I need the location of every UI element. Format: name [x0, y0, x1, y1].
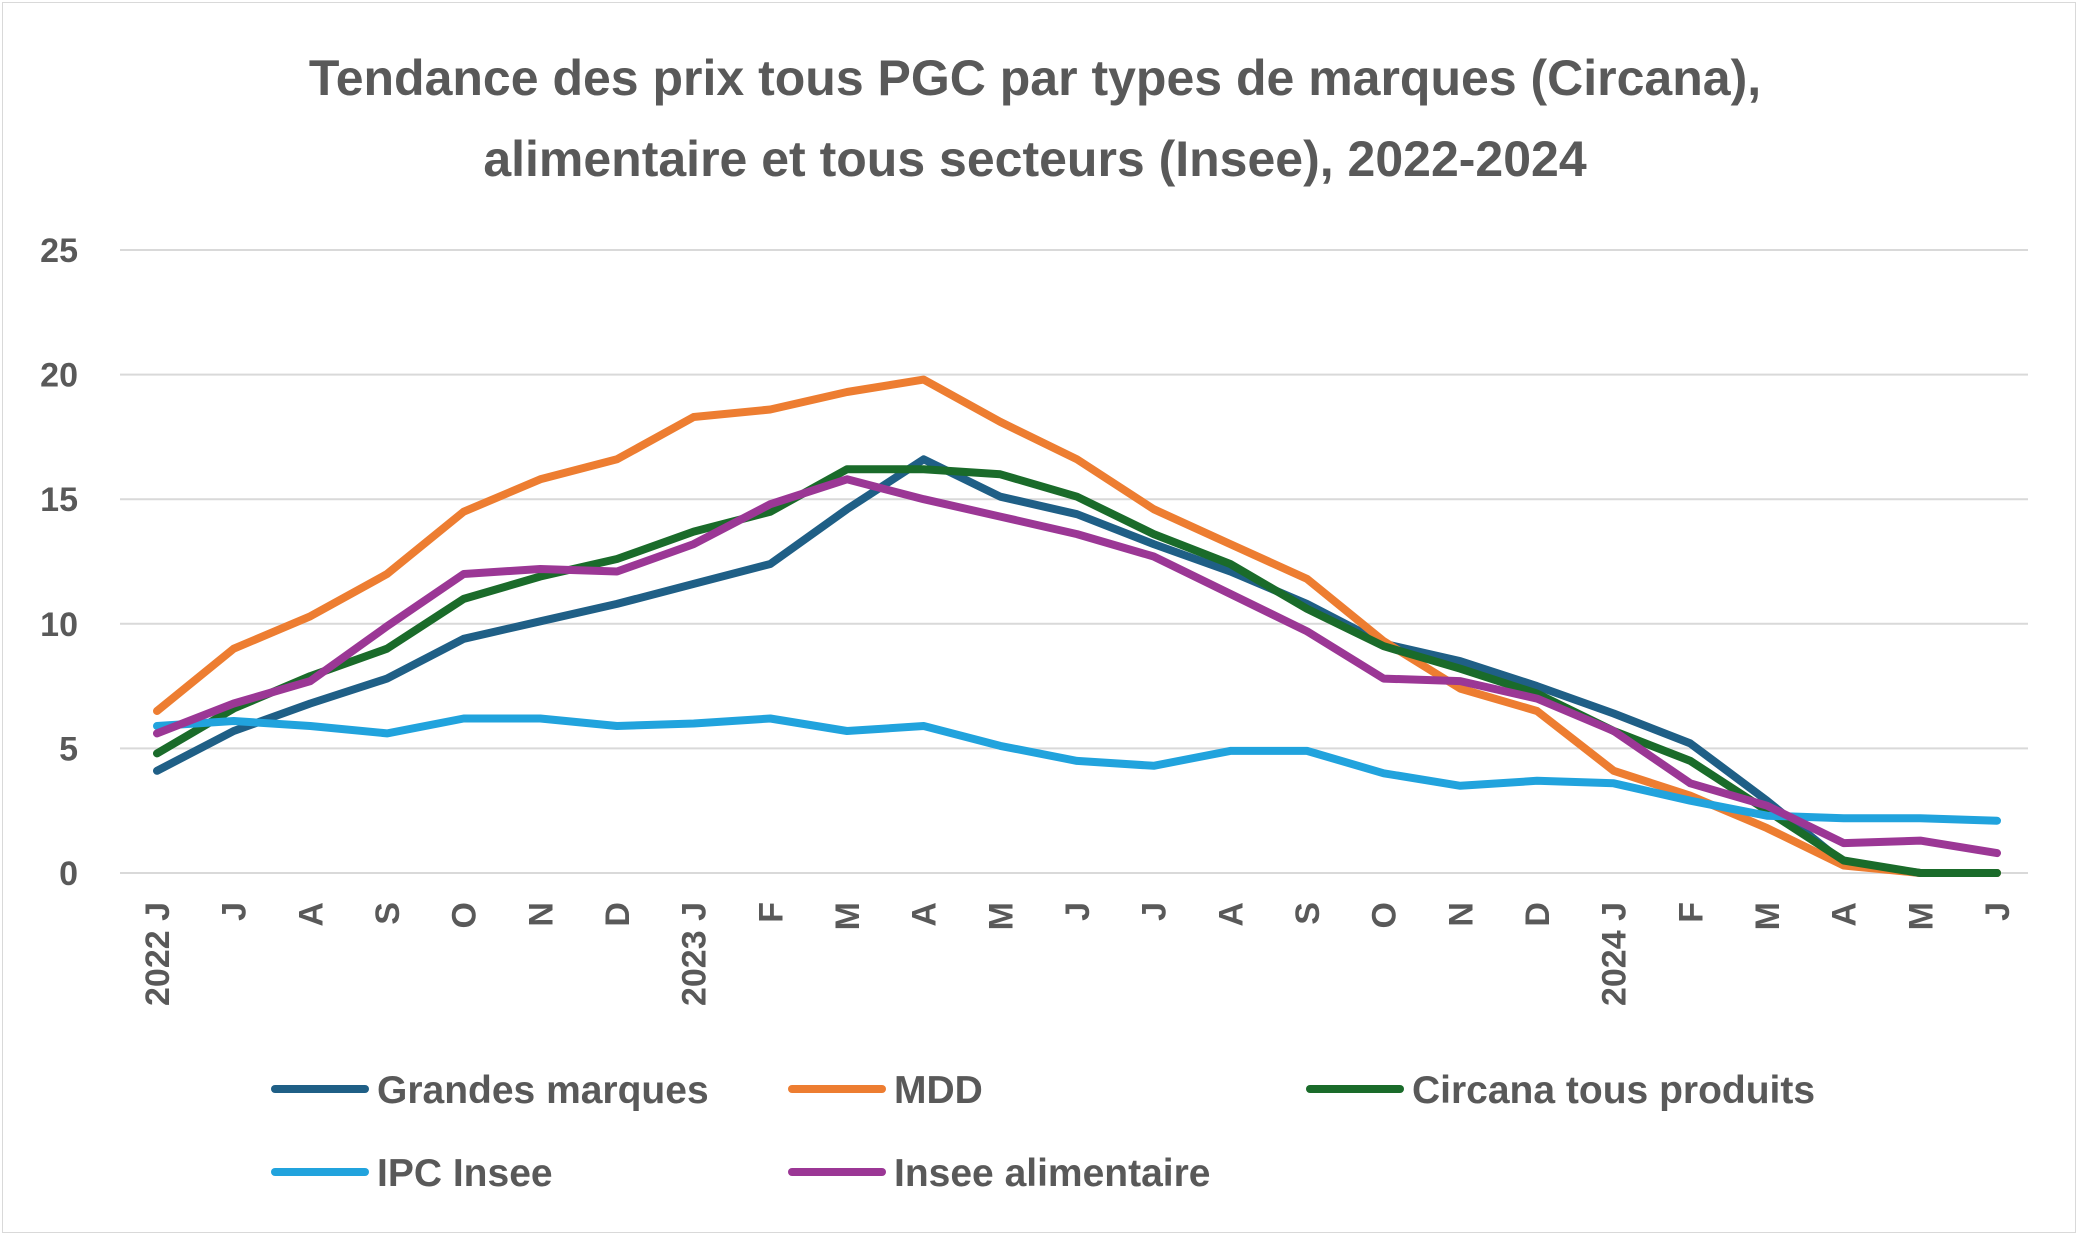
y-tick-label: 25: [40, 232, 78, 270]
x-tick-label: O: [446, 902, 484, 928]
x-tick-label: J: [1136, 902, 1174, 921]
x-tick-label: N: [522, 902, 560, 927]
x-tick-label: A: [1826, 902, 1864, 927]
y-tick-label: 0: [59, 855, 78, 893]
x-tick-label: 2023 J: [676, 902, 714, 1006]
gridlines: [120, 249, 2028, 874]
y-axis: 0 5 10 15 20 25: [40, 232, 78, 893]
x-axis: 2022 J J A S O N D 2023 J F M A M J J A S O N D 2024 J F M A M J: [139, 902, 2017, 1006]
y-tick-label: 10: [40, 606, 78, 644]
y-tick-label: 5: [59, 730, 78, 768]
x-tick-label: J: [216, 902, 254, 921]
legend-label-circana-tous-produits: Circana tous produits: [1412, 1069, 1815, 1112]
legend-label-mdd: MDD: [894, 1069, 983, 1112]
x-tick-label: F: [752, 902, 790, 923]
x-tick-label: F: [1672, 902, 1710, 923]
series-line-ipc-insee: [153, 714, 2001, 825]
chart-title-line-1: Tendance des prix tous PGC par types de …: [309, 50, 1761, 106]
x-tick-label: D: [599, 902, 637, 927]
x-tick-label: N: [1442, 902, 1480, 927]
series-line-grandes-marques: [153, 455, 2001, 877]
legend-label-grandes-marques: Grandes marques: [377, 1069, 709, 1112]
series-line-mdd: [153, 375, 2001, 877]
x-tick-label: S: [1289, 902, 1327, 925]
x-tick-label: M: [1749, 902, 1787, 930]
x-tick-label: A: [906, 902, 944, 927]
x-tick-label: M: [982, 902, 1020, 930]
x-tick-label: J: [1979, 902, 2017, 921]
y-tick-label: 15: [40, 481, 78, 519]
x-tick-label: O: [1366, 902, 1404, 928]
legend-label-insee-alimentaire: Insee alimentaire: [894, 1152, 1211, 1195]
x-tick-label: A: [1212, 902, 1250, 927]
x-tick-label: 2022 J: [139, 902, 177, 1006]
x-tick-label: A: [292, 902, 330, 927]
series-line-circana-tous-produits: [153, 465, 2001, 877]
chart-title-line-2: alimentaire et tous secteurs (Insee), 20…: [483, 131, 1587, 187]
x-tick-label: S: [369, 902, 407, 925]
chart-title: Tendance des prix tous PGC par types de …: [309, 50, 1761, 187]
x-tick-label: J: [1059, 902, 1097, 921]
series-lines: [153, 375, 2001, 877]
legend-label-ipc-insee: IPC Insee: [377, 1152, 553, 1195]
x-tick-label: M: [829, 902, 867, 930]
x-tick-label: D: [1519, 902, 1557, 927]
x-tick-label: 2024 J: [1596, 902, 1634, 1006]
series-line-insee-alimentaire: [153, 475, 2001, 858]
legend: Grandes marques MDD Circana tous produits I…: [271, 1069, 1815, 1195]
x-tick-label: M: [1902, 902, 1940, 930]
y-tick-label: 20: [40, 357, 78, 395]
